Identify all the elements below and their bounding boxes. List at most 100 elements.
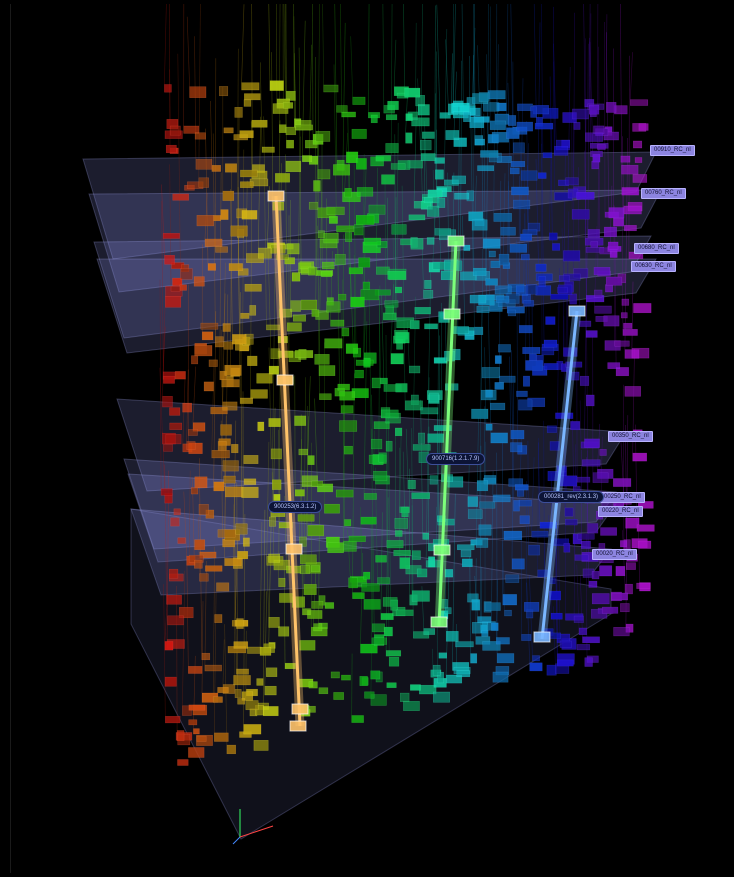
node-cube bbox=[193, 729, 199, 734]
node-cube bbox=[480, 502, 495, 508]
node-cube bbox=[428, 557, 435, 567]
plane-label[interactable]: 00630_RC_nl bbox=[631, 261, 676, 272]
node-cube bbox=[547, 665, 556, 675]
node-cube bbox=[257, 374, 273, 384]
node-cube bbox=[481, 151, 499, 158]
node-cube bbox=[387, 683, 397, 688]
node-cube bbox=[583, 637, 600, 643]
plane-label[interactable]: 00250_RC_nl bbox=[600, 492, 645, 503]
node-cube bbox=[245, 284, 262, 291]
node-cube bbox=[579, 628, 587, 635]
node-cube bbox=[351, 297, 365, 307]
plane-label[interactable]: 00220_RC_nl bbox=[598, 506, 643, 517]
node-cube bbox=[493, 672, 508, 682]
node-cube bbox=[191, 488, 198, 495]
node-cube bbox=[520, 516, 530, 524]
node-cube bbox=[482, 630, 489, 636]
connector-line bbox=[339, 4, 341, 112]
node-cube bbox=[212, 450, 230, 458]
node-cube bbox=[219, 86, 228, 95]
plane-label[interactable]: 00910_RC_nl bbox=[650, 145, 695, 156]
node-cube bbox=[625, 584, 633, 594]
node-cube bbox=[429, 393, 438, 402]
plane-label[interactable]: 00020_RC_nl bbox=[592, 549, 637, 560]
node-cube bbox=[240, 170, 257, 177]
node-cube bbox=[196, 159, 212, 169]
node-cube bbox=[519, 500, 532, 506]
plane-label[interactable]: 00350_RC_nl bbox=[608, 431, 653, 442]
node-cube bbox=[456, 642, 474, 647]
node-cube bbox=[269, 366, 279, 374]
node-cube bbox=[300, 555, 316, 564]
node-cube bbox=[605, 285, 612, 292]
connector-line bbox=[538, 22, 540, 172]
node-cube bbox=[287, 244, 299, 255]
node-cube bbox=[234, 642, 248, 649]
node-cube bbox=[308, 525, 324, 536]
node-cube bbox=[208, 264, 216, 271]
node-cube bbox=[218, 441, 226, 450]
node-cube bbox=[236, 669, 248, 674]
node-cube bbox=[544, 363, 558, 369]
node-cube bbox=[342, 328, 349, 336]
beam-node bbox=[286, 544, 302, 554]
node-cube bbox=[606, 277, 622, 285]
beam-label[interactable]: 000281_rev(2.3.1.3) bbox=[538, 491, 604, 503]
node-cube bbox=[286, 140, 293, 148]
node-cube bbox=[216, 247, 228, 253]
node-cube bbox=[163, 233, 180, 238]
plane-label[interactable]: 00760_RC_nl bbox=[641, 188, 686, 199]
node-cube bbox=[554, 146, 568, 155]
node-cube bbox=[586, 395, 594, 406]
node-cube bbox=[223, 461, 239, 472]
plane-label[interactable]: 00680_RC_nl bbox=[634, 243, 679, 254]
node-cube bbox=[521, 171, 537, 181]
node-cube bbox=[237, 619, 244, 629]
viewport[interactable]: 00910_RC_nl 00760_RC_nl 00680_RC_nl 0063… bbox=[10, 4, 734, 873]
node-cube bbox=[612, 593, 628, 600]
node-cube bbox=[472, 220, 487, 231]
node-cube bbox=[343, 541, 356, 551]
node-cube bbox=[163, 376, 174, 383]
node-cube bbox=[291, 301, 301, 312]
node-cube bbox=[371, 439, 382, 449]
node-cube bbox=[470, 295, 486, 303]
z-axis-line bbox=[233, 837, 240, 844]
node-cube bbox=[506, 575, 519, 583]
node-cube bbox=[202, 653, 210, 660]
node-cube bbox=[597, 145, 605, 150]
node-cube bbox=[559, 276, 569, 282]
node-cube bbox=[423, 533, 429, 539]
node-cube bbox=[594, 267, 610, 275]
node-cube bbox=[379, 453, 387, 462]
node-cube bbox=[295, 350, 313, 357]
node-cube bbox=[244, 479, 256, 485]
node-cube bbox=[409, 215, 425, 220]
node-cube bbox=[581, 541, 590, 549]
node-cube bbox=[244, 100, 251, 107]
node-cube bbox=[338, 384, 350, 390]
connector-line bbox=[211, 101, 212, 165]
node-cube bbox=[445, 608, 451, 614]
node-cube bbox=[580, 376, 589, 385]
node-cube bbox=[475, 139, 485, 145]
node-cube bbox=[170, 408, 180, 416]
node-cube bbox=[574, 122, 580, 129]
node-cube bbox=[446, 130, 459, 139]
node-cube bbox=[592, 594, 609, 604]
beam-label[interactable]: 900716(1.2.1.7.9) bbox=[426, 453, 485, 465]
node-cube bbox=[457, 671, 470, 677]
node-cube bbox=[511, 430, 524, 439]
node-cube bbox=[215, 615, 222, 623]
beam-node bbox=[268, 191, 284, 201]
node-cube bbox=[238, 698, 245, 704]
node-cube bbox=[391, 164, 405, 170]
node-cube bbox=[625, 386, 641, 396]
node-cube bbox=[551, 613, 562, 619]
node-cube bbox=[495, 382, 504, 389]
node-cube bbox=[503, 594, 517, 605]
beam-label[interactable]: 900253(6.3.1.2) bbox=[268, 501, 322, 513]
node-cube bbox=[616, 566, 625, 576]
node-cube bbox=[512, 559, 524, 569]
node-cube bbox=[427, 206, 439, 216]
